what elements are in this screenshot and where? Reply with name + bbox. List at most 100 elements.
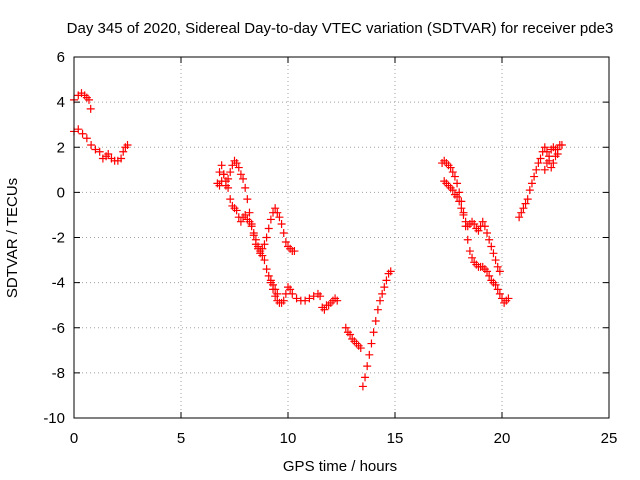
data-point bbox=[232, 159, 241, 168]
data-point bbox=[371, 316, 380, 325]
y-tick-label: -10 bbox=[43, 410, 65, 427]
data-point bbox=[455, 188, 464, 197]
data-point bbox=[221, 177, 230, 186]
data-point bbox=[542, 159, 551, 168]
data-point bbox=[301, 296, 310, 305]
x-axis-label: GPS time / hours bbox=[283, 458, 397, 475]
data-point bbox=[493, 285, 502, 294]
data-point bbox=[91, 145, 100, 154]
data-point bbox=[279, 228, 288, 237]
data-point bbox=[258, 244, 267, 253]
data-point bbox=[483, 267, 492, 276]
data-point bbox=[288, 289, 297, 298]
data-point bbox=[465, 247, 474, 256]
y-tick-label: -6 bbox=[52, 320, 65, 337]
data-points bbox=[70, 89, 566, 391]
data-point bbox=[536, 154, 545, 163]
data-point bbox=[247, 222, 256, 231]
data-point bbox=[266, 278, 275, 287]
data-point bbox=[504, 294, 513, 303]
data-point bbox=[470, 219, 479, 228]
data-point bbox=[243, 195, 252, 204]
x-tick-label: 5 bbox=[177, 430, 185, 447]
data-point bbox=[279, 296, 288, 305]
data-point bbox=[483, 228, 492, 237]
data-point bbox=[119, 147, 128, 156]
x-tick-label: 25 bbox=[601, 430, 618, 447]
data-point bbox=[292, 294, 301, 303]
y-tick-label: -8 bbox=[52, 365, 65, 382]
data-point bbox=[254, 242, 263, 251]
data-point bbox=[493, 262, 502, 271]
data-point bbox=[236, 217, 245, 226]
data-point bbox=[551, 145, 560, 154]
data-point bbox=[386, 267, 395, 276]
data-point bbox=[448, 186, 457, 195]
y-tick-label: 4 bbox=[57, 94, 65, 111]
data-point bbox=[266, 215, 275, 224]
data-point bbox=[95, 147, 104, 156]
data-point bbox=[104, 150, 113, 159]
data-point bbox=[380, 283, 389, 292]
data-point bbox=[376, 296, 385, 305]
data-point bbox=[530, 172, 539, 181]
data-point bbox=[123, 140, 132, 149]
data-point bbox=[369, 328, 378, 337]
data-point bbox=[262, 233, 271, 242]
data-point bbox=[553, 150, 562, 159]
data-point bbox=[241, 183, 250, 192]
data-point bbox=[495, 267, 504, 276]
data-point bbox=[224, 183, 233, 192]
data-point bbox=[249, 228, 258, 237]
data-point bbox=[361, 373, 370, 382]
data-point bbox=[87, 140, 96, 149]
data-point bbox=[540, 143, 549, 152]
data-point bbox=[333, 296, 342, 305]
data-point bbox=[264, 271, 273, 280]
data-point bbox=[262, 265, 271, 274]
data-point bbox=[271, 204, 280, 213]
x-tick-label: 10 bbox=[280, 430, 297, 447]
y-tick-label: 2 bbox=[57, 139, 65, 156]
data-point bbox=[365, 350, 374, 359]
data-point bbox=[358, 382, 367, 391]
chart-title: Day 345 of 2020, Sidereal Day-to-day VTE… bbox=[67, 20, 614, 37]
data-point bbox=[453, 192, 462, 201]
data-point bbox=[523, 195, 532, 204]
data-point bbox=[480, 222, 489, 231]
data-point bbox=[468, 253, 477, 262]
data-point bbox=[485, 235, 494, 244]
data-point bbox=[305, 294, 314, 303]
data-point bbox=[245, 208, 254, 217]
data-point bbox=[557, 140, 566, 149]
y-tick-label: -4 bbox=[52, 275, 65, 292]
data-point bbox=[455, 197, 464, 206]
data-point bbox=[82, 134, 91, 143]
data-point bbox=[232, 206, 241, 215]
data-point bbox=[117, 154, 126, 163]
data-point bbox=[234, 163, 243, 172]
data-point bbox=[491, 280, 500, 289]
data-point bbox=[316, 292, 325, 301]
data-point bbox=[534, 159, 543, 168]
data-point bbox=[495, 289, 504, 298]
data-point bbox=[215, 168, 224, 177]
tick-labels: 0 5 10 15 20 25 -10 -8 -6 -4 -2 0 2 4 6 bbox=[43, 49, 617, 447]
data-point bbox=[378, 289, 387, 298]
data-point bbox=[217, 161, 226, 170]
data-point bbox=[491, 256, 500, 265]
grid-lines bbox=[74, 57, 609, 418]
data-point bbox=[275, 213, 284, 222]
data-point bbox=[239, 174, 248, 183]
data-point bbox=[226, 168, 235, 177]
data-point bbox=[517, 208, 526, 217]
y-axis-label: SDTVAR / TECUs bbox=[4, 178, 21, 298]
data-point bbox=[474, 226, 483, 235]
data-point bbox=[540, 165, 549, 174]
data-point bbox=[271, 292, 280, 301]
data-point bbox=[251, 235, 260, 244]
x-tick-label: 15 bbox=[387, 430, 404, 447]
data-point bbox=[547, 163, 556, 172]
data-point bbox=[258, 251, 267, 260]
